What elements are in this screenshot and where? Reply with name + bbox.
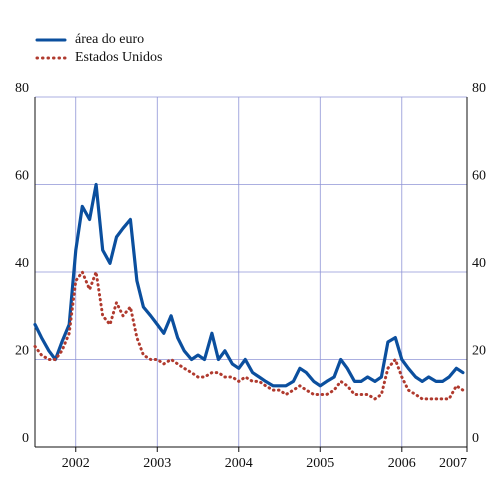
y2-tick-label: 60 — [472, 169, 486, 184]
y-tick-label: 80 — [15, 81, 29, 96]
legend-label: Estados Unidos — [75, 50, 163, 65]
x-tick-label: 2005 — [306, 456, 334, 471]
y2-tick-label: 80 — [472, 81, 486, 96]
x-tick-label: 2006 — [388, 456, 416, 471]
series-line — [33, 182, 465, 388]
x-tick-label: 2003 — [143, 456, 171, 471]
x-tick-label: 2007 — [439, 456, 467, 471]
y2-tick-label: 20 — [472, 344, 486, 359]
y2-tick-label: 40 — [472, 256, 486, 271]
y-tick-label: 60 — [15, 169, 29, 184]
series-line — [33, 270, 465, 401]
y-tick-label: 0 — [22, 431, 29, 446]
y-tick-label: 40 — [15, 256, 29, 271]
x-tick-label: 2002 — [62, 456, 90, 471]
y2-tick-label: 0 — [472, 431, 479, 446]
y-tick-label: 20 — [15, 344, 29, 359]
legend-label: área do euro — [75, 32, 144, 47]
x-tick-label: 2004 — [225, 456, 253, 471]
